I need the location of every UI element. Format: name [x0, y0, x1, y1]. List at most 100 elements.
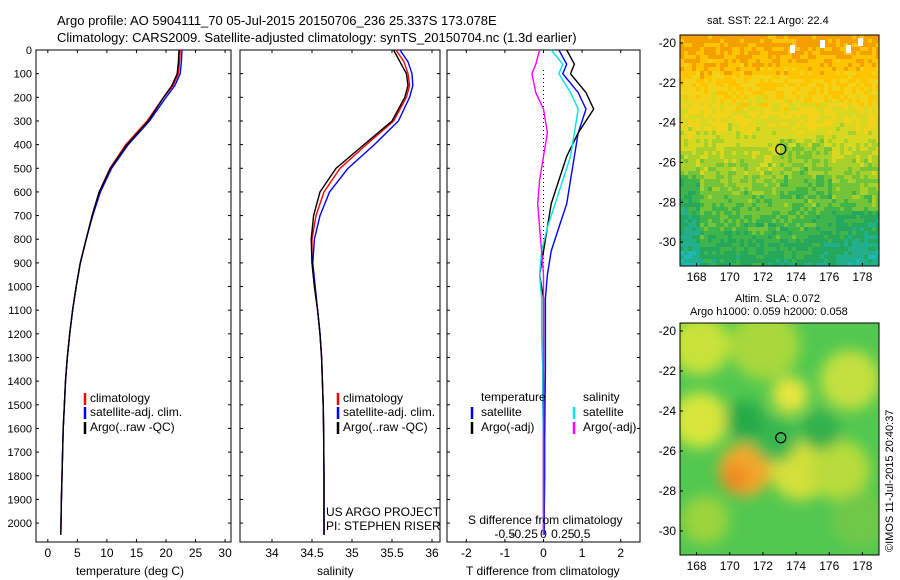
xtick-top-label: -0.5 — [495, 527, 516, 541]
map-ytick-label: -20 — [659, 36, 677, 50]
sal-legend-climatology: climatology — [343, 391, 404, 405]
sla-map-title: Altim. SLA: 0.072 — [735, 293, 820, 305]
diff-legend-temp-satellite: satellite — [481, 405, 522, 419]
argo-position-marker — [775, 143, 787, 155]
map-ytick-label: -20 — [659, 324, 677, 338]
xtick-label-temperature: 20 — [159, 546, 173, 560]
depth-tick-label: 100 — [14, 69, 32, 81]
imos-stamp: ©IMOS 11-Jul-2015 20:40:37 — [884, 409, 896, 552]
difference-xlabel-top: S difference from climatology — [468, 513, 623, 527]
xtick-label-salinity: 36 — [425, 546, 439, 560]
xtick-label-salinity: 34.5 — [300, 546, 324, 560]
difference-xlabel-bottom: T difference from climatology — [466, 564, 620, 578]
map-xtick-label: 168 — [687, 270, 707, 284]
depth-tick-label: 500 — [14, 163, 32, 175]
xtick-label-temperature: 15 — [130, 546, 144, 560]
depth-tick-label: 1100 — [8, 305, 32, 317]
depth-tick-label: 1800 — [8, 471, 32, 483]
diff-legend-temp-argo: Argo(-adj) — [481, 420, 535, 434]
sla-map-subtitle: Argo h1000: 0.059 h2000: 0.058 — [690, 306, 848, 318]
sla-field — [680, 323, 879, 555]
xtick-label-difference: 1 — [579, 546, 586, 560]
xtick-label-difference: -2 — [461, 546, 472, 560]
series-difference-temperature-satellite — [543, 49, 587, 535]
depth-tick-label: 2000 — [8, 518, 32, 530]
series-temperature-argo-raw-qc- — [60, 49, 180, 535]
no-data-gap — [846, 45, 851, 53]
depth-tick-label: 1500 — [8, 400, 32, 412]
map-ytick-label: -22 — [659, 76, 677, 90]
map-xtick-label: 168 — [687, 559, 707, 573]
depth-tick-label: 800 — [14, 234, 32, 246]
panel-frame-salinity — [239, 49, 441, 543]
series-difference-temperature-argo-adj- — [538, 49, 595, 535]
temperature-xlabel: temperature (deg C) — [76, 564, 185, 578]
series-temperature-satellite-adj-clim- — [60, 49, 183, 535]
map-xtick-label: 170 — [720, 270, 740, 284]
xtick-label-salinity: 35.5 — [380, 546, 404, 560]
map-ytick-label: -26 — [659, 444, 677, 458]
series-salinity-argo-raw-qc- — [310, 49, 409, 535]
xtick-top-label: -0.25 — [511, 527, 539, 541]
depth-tick-label: 400 — [14, 140, 32, 152]
temp-legend-satellite: satellite-adj. clim. — [90, 405, 183, 419]
xtick-label-temperature: 5 — [74, 546, 81, 560]
depth-tick-label: 1300 — [8, 353, 32, 365]
map-ytick-label: -30 — [659, 524, 677, 538]
xtick-top-label: 0.25 — [551, 527, 575, 541]
map-ytick-label: -30 — [659, 235, 677, 249]
salinity-xlabel: salinity — [317, 564, 354, 578]
map-ytick-label: -22 — [659, 364, 677, 378]
depth-tick-label: 1700 — [8, 447, 32, 459]
map-xtick-label: 170 — [720, 559, 740, 573]
title-line-2: Climatology: CARS2009. Satellite-adjuste… — [57, 30, 577, 45]
depth-tick-label: 200 — [14, 92, 32, 104]
map-xtick-label: 176 — [819, 559, 839, 573]
series-temperature-climatology — [60, 49, 181, 535]
depth-tick-label: 700 — [14, 211, 32, 223]
map-ytick-label: -26 — [659, 155, 677, 169]
depth-tick-label: 300 — [14, 116, 32, 128]
xtick-label-salinity: 34 — [265, 546, 279, 560]
temp-legend-climatology: climatology — [90, 391, 151, 405]
sst-map-title: sat. SST: 22.1 Argo: 22.4 — [707, 15, 829, 27]
depth-tick-label: 1600 — [8, 423, 32, 435]
xtick-top-label: 0.5 — [574, 527, 591, 541]
series-salinity-satellite-adj-clim- — [312, 49, 414, 535]
project-annotation: US ARGO PROJECT — [326, 505, 441, 519]
no-data-gap — [820, 40, 825, 48]
sst-field — [680, 35, 879, 266]
argo-position-marker — [775, 432, 787, 444]
diff-legend-temperature-title: temperature — [481, 390, 546, 404]
temp-legend-argo: Argo(..raw -QC) — [90, 420, 175, 434]
diff-legend-sal-satellite: satellite — [583, 405, 624, 419]
map-xtick-label: 176 — [819, 270, 839, 284]
map-ytick-label: -28 — [659, 195, 677, 209]
xtick-label-difference: 2 — [617, 546, 624, 560]
xtick-label-difference: 0 — [540, 546, 547, 560]
diff-legend-salinity-title: salinity — [583, 390, 620, 404]
depth-tick-label: 1200 — [8, 329, 32, 341]
no-data-gap — [790, 45, 795, 53]
map-frame-sst-map — [679, 34, 880, 267]
map-xtick-label: 172 — [753, 270, 773, 284]
no-data-gap — [858, 38, 863, 46]
sal-legend-satellite: satellite-adj. clim. — [343, 405, 436, 419]
pi-annotation: PI: STEPHEN RISER — [326, 519, 441, 533]
map-xtick-label: 172 — [753, 559, 773, 573]
depth-tick-label: 600 — [14, 187, 32, 199]
depth-tick-label: 1900 — [8, 494, 32, 506]
map-xtick-label: 174 — [786, 270, 806, 284]
xtick-label-salinity: 35 — [345, 546, 359, 560]
title-line-1: Argo profile: AO 5904111_70 05-Jul-2015 … — [57, 13, 497, 28]
xtick-label-temperature: 25 — [189, 546, 203, 560]
series-difference-salinity-argo-adj- — [531, 49, 549, 535]
panel-frame-temperature — [35, 49, 232, 543]
sal-legend-argo: Argo(..raw -QC) — [343, 420, 428, 434]
map-xtick-label: 178 — [852, 559, 872, 573]
diff-legend-sal-argo: Argo(-adj) — [583, 420, 637, 434]
depth-tick-label: 900 — [14, 258, 32, 270]
xtick-label-temperature: 10 — [100, 546, 114, 560]
map-ytick-label: -28 — [659, 484, 677, 498]
xtick-label-temperature: 0 — [44, 546, 51, 560]
